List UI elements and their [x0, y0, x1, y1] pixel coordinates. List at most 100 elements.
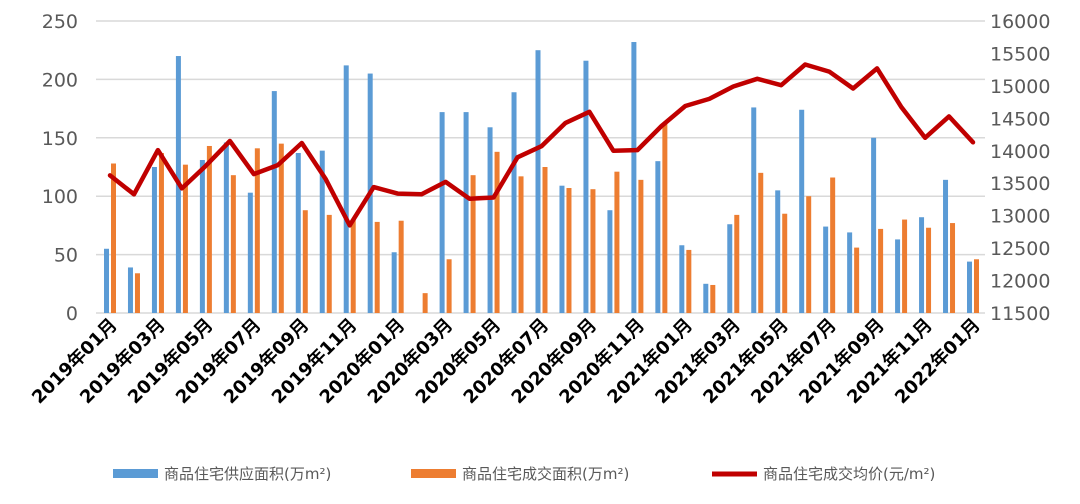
supply-bar — [295, 152, 301, 313]
left-tick-label: 0 — [66, 303, 78, 325]
supply-bar — [871, 137, 877, 313]
legend-label-supply: 商品住宅供应面积(万m²) — [164, 465, 331, 483]
supply-bar — [775, 190, 781, 313]
right-tick-label: 15000 — [990, 76, 1050, 98]
sales-bar — [710, 284, 716, 313]
supply-bar — [847, 232, 853, 313]
supply-bar — [511, 92, 517, 313]
sales-bar — [182, 164, 188, 313]
supply-bar — [703, 283, 709, 313]
supply-bar — [919, 217, 925, 313]
supply-bar — [487, 127, 493, 314]
left-tick-label: 100 — [42, 186, 78, 208]
sales-bar — [230, 175, 236, 313]
sales-bar — [662, 122, 668, 313]
left-tick-label: 200 — [42, 69, 78, 91]
left-tick-label: 250 — [42, 11, 78, 33]
right-tick-label: 12500 — [990, 238, 1050, 260]
supply-bar — [535, 50, 541, 313]
supply-bar — [439, 112, 445, 313]
right-tick-label: 14000 — [990, 141, 1050, 163]
supply-bar — [583, 60, 589, 313]
right-axis-ticks: 11500 12000 12500 13000 13500 14000 14500 15000… — [990, 11, 1050, 325]
sales-bar — [494, 151, 500, 313]
sales-bar — [350, 219, 356, 313]
supply-bar — [199, 159, 205, 313]
supply-bar — [271, 91, 277, 313]
sales-bar — [158, 152, 164, 313]
legend-swatch-sales — [411, 469, 456, 478]
sales-bar — [878, 228, 884, 313]
right-tick-label: 11500 — [990, 303, 1050, 325]
right-tick-label: 14500 — [990, 108, 1050, 130]
sales-bar — [734, 214, 740, 313]
supply-bar — [799, 109, 805, 313]
sales-bar — [902, 219, 908, 313]
supply-bar — [223, 142, 229, 313]
sales-bar — [374, 221, 380, 313]
sales-bar — [830, 177, 836, 313]
legend: 商品住宅供应面积(万m²) 商品住宅成交面积(万m²) 商品住宅成交均价(元/m… — [113, 465, 935, 483]
sales-bar — [254, 148, 260, 313]
sales-bar — [566, 188, 572, 313]
sales-bar — [926, 227, 932, 313]
supply-bar — [655, 161, 661, 313]
supply-bar — [319, 150, 325, 313]
supply-bar — [463, 112, 469, 313]
sales-bar — [686, 249, 692, 313]
supply-bar — [943, 179, 949, 313]
supply-bar — [631, 42, 637, 314]
right-tick-label: 13000 — [990, 206, 1050, 228]
sales-bar — [854, 247, 860, 313]
legend-label-price: 商品住宅成交均价(元/m²) — [763, 465, 935, 483]
sales-bar — [950, 223, 956, 313]
left-axis-ticks: 0 50 100 150 200 250 — [42, 11, 78, 325]
sales-bar — [422, 293, 428, 313]
sales-bar — [134, 273, 140, 313]
supply-bar — [967, 261, 972, 313]
sales-bar — [614, 171, 620, 313]
supply-bar — [247, 192, 253, 313]
supply-bar — [823, 226, 829, 313]
sales-bar — [518, 176, 524, 313]
left-tick-label: 150 — [42, 128, 78, 150]
price-line — [107, 62, 976, 228]
sales-bar — [206, 145, 212, 313]
sales-bar — [446, 259, 452, 313]
legend-label-sales: 商品住宅成交面积(万m²) — [462, 465, 629, 483]
sales-bar — [806, 196, 812, 313]
supply-bar — [727, 224, 733, 313]
supply-bar — [607, 210, 613, 313]
supply-bar — [751, 107, 757, 313]
price-series-line — [107, 62, 976, 228]
supply-bar — [343, 65, 349, 313]
sales-bar — [974, 259, 979, 313]
supply-bar — [127, 267, 133, 313]
sales-bar — [398, 220, 404, 313]
right-tick-label: 16000 — [990, 11, 1050, 33]
sales-bar — [782, 213, 788, 313]
supply-bar — [391, 252, 397, 313]
right-tick-label: 12000 — [990, 271, 1050, 293]
right-tick-label: 13500 — [990, 173, 1050, 195]
supply-bar — [559, 185, 565, 313]
bars — [104, 42, 979, 314]
supply-bar — [151, 167, 157, 313]
supply-bar — [679, 245, 685, 313]
sales-bar — [302, 210, 308, 313]
left-tick-label: 50 — [54, 245, 78, 267]
sales-bar — [758, 172, 764, 313]
supply-bar — [104, 248, 109, 313]
sales-bar — [638, 179, 644, 313]
legend-swatch-supply — [113, 469, 158, 478]
sales-bar — [542, 167, 548, 313]
right-tick-label: 15500 — [990, 43, 1050, 65]
x-axis-labels: 2019年01月2019年03月2019年05月2019年07月2019年09月… — [27, 314, 984, 408]
sales-bar — [590, 189, 596, 313]
supply-bar — [895, 239, 901, 313]
sales-bar — [470, 175, 476, 313]
sales-bar — [326, 214, 332, 313]
sales-bar — [111, 163, 116, 313]
sales-bar — [278, 143, 284, 313]
